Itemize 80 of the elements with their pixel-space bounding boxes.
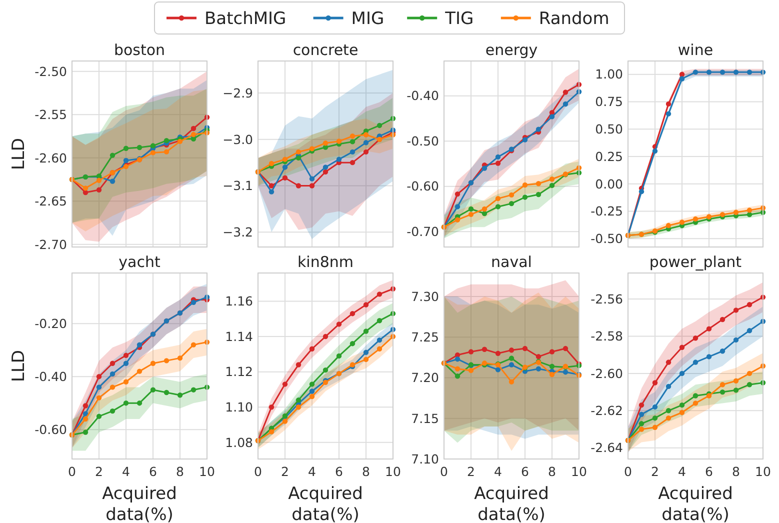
y-tick-label: -2.58 <box>590 328 624 344</box>
x-tick-label: 4 <box>678 464 686 479</box>
y-tick-label: 7.20 <box>411 370 440 386</box>
legend-label: BatchMIG <box>204 8 286 29</box>
chart-title: naval <box>491 253 532 271</box>
y-tick-label: 0.00 <box>595 176 624 192</box>
x-axis-title: Acquired data(%) <box>658 484 733 523</box>
y-axis-title: LLD <box>9 138 29 170</box>
x-tick-label: 6 <box>149 464 158 479</box>
y-tick-label: 7.25 <box>411 330 439 345</box>
chart-title: power_plant <box>649 253 742 271</box>
legend-label: TIG <box>444 8 474 29</box>
x-axis-title: Acquired data(%) <box>288 484 363 523</box>
y-tick-label: -0.25 <box>590 204 623 219</box>
y-tick-label: -0.20 <box>34 316 68 331</box>
y-tick-label: -2.55 <box>34 107 67 122</box>
y-tick-label: 1.10 <box>225 399 254 414</box>
y-tick-label: 7.30 <box>411 288 440 304</box>
x-axis-title: Acquired data(%) <box>102 484 177 523</box>
y-tick-label: -2.60 <box>34 150 68 166</box>
y-tick-label: -2.56 <box>590 291 624 306</box>
x-tick-label: 8 <box>362 464 370 479</box>
x-tick-label: 0 <box>624 464 632 479</box>
chart-title: energy <box>485 41 538 59</box>
x-tick-label: 4 <box>494 464 502 479</box>
chart-title: yacht <box>118 253 160 271</box>
y-tick-label: -0.50 <box>590 231 624 246</box>
y-tick-label: 1.16 <box>225 294 254 309</box>
y-tick-label: -2.64 <box>590 440 624 456</box>
y-tick-label: -0.60 <box>34 422 68 437</box>
x-tick-label: 2 <box>651 464 659 479</box>
x-tick-label: 2 <box>95 464 103 479</box>
y-tick-label: -2.60 <box>590 366 624 381</box>
x-tick-label: 8 <box>548 464 556 479</box>
y-tick-label: 1.00 <box>595 66 624 82</box>
x-tick-label: 6 <box>521 464 530 479</box>
x-tick-label: 6 <box>705 464 714 479</box>
chart-title: kin8nm <box>297 253 354 271</box>
x-tick-label: 0 <box>440 464 448 479</box>
y-tick-label: -2.50 <box>34 64 68 79</box>
chart-title: wine <box>678 41 714 59</box>
x-tick-label: 4 <box>122 464 130 479</box>
x-tick-label: 2 <box>467 464 475 479</box>
y-tick-label: 0.75 <box>595 94 623 110</box>
x-axis-title: Acquired data(%) <box>474 484 549 523</box>
y-tick-label: −3.1 <box>222 178 253 194</box>
x-tick-label: 10 <box>385 464 401 479</box>
x-tick-label: 0 <box>68 464 76 479</box>
legend-label: MIG <box>351 8 384 29</box>
y-tick-label: -0.50 <box>406 133 440 148</box>
y-tick-label: 0.25 <box>595 148 623 164</box>
y-tick-label: -2.65 <box>34 194 67 209</box>
y-tick-label: −3.0 <box>222 132 254 147</box>
y-tick-label: 0.50 <box>595 122 624 137</box>
y-tick-label: 7.10 <box>411 451 440 466</box>
x-tick-label: 10 <box>755 464 771 479</box>
y-tick-label: −3.2 <box>222 224 253 240</box>
y-tick-label: 1.12 <box>225 364 253 380</box>
y-tick-label: -0.40 <box>406 88 440 104</box>
y-tick-label: 7.15 <box>411 410 439 426</box>
y-tick-label: 1.14 <box>225 328 254 344</box>
y-tick-label: -2.62 <box>590 403 623 418</box>
y-tick-label: −2.9 <box>222 85 254 100</box>
y-tick-label: -0.60 <box>406 178 440 194</box>
x-tick-label: 0 <box>254 464 262 479</box>
y-tick-label: -2.70 <box>34 236 68 252</box>
chart-title: boston <box>114 41 166 59</box>
x-tick-label: 6 <box>335 464 344 479</box>
x-tick-label: 10 <box>199 464 215 479</box>
x-tick-label: 8 <box>176 464 184 479</box>
y-tick-label: 1.08 <box>225 434 254 450</box>
legend-label: Random <box>538 8 610 29</box>
x-tick-label: 4 <box>308 464 316 479</box>
x-tick-label: 2 <box>281 464 289 479</box>
y-axis-title: LLD <box>9 350 29 382</box>
y-tick-label: -0.40 <box>34 368 68 384</box>
x-tick-label: 8 <box>732 464 740 479</box>
y-tick-label: -0.70 <box>406 224 440 239</box>
x-tick-label: 10 <box>571 464 587 479</box>
chart-title: concrete <box>292 41 358 59</box>
